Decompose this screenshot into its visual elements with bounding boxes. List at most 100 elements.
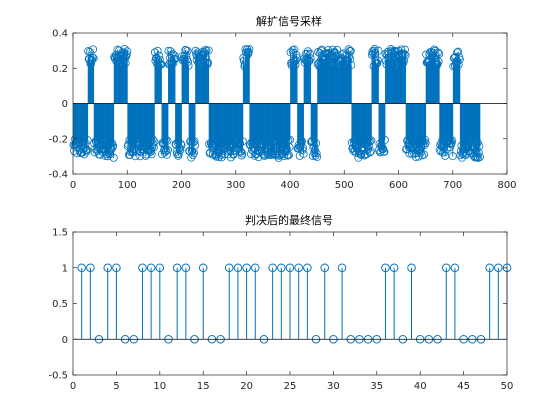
top-sample-marker <box>372 59 381 68</box>
top-y-tick-label: 0.4 <box>52 29 68 40</box>
top-sample-marker <box>312 139 321 148</box>
top-sample-marker <box>373 59 382 68</box>
bottom-stem-marker <box>389 263 399 273</box>
top-sample-marker <box>434 48 443 57</box>
top-sample-marker <box>448 136 457 145</box>
bottom-x-tick-label: 10 <box>153 381 166 392</box>
top-sample-marker <box>421 138 430 147</box>
top-sample-marker <box>184 57 193 66</box>
top-sample-marker <box>191 141 200 150</box>
top-sample-marker <box>292 51 301 60</box>
bottom-stem-marker <box>233 263 243 273</box>
top-sample-marker <box>155 51 164 60</box>
top-sample-marker <box>367 136 376 145</box>
top-subplot: 解扩信号采样 0 100 200 300 400 500 600 700 800 -0.4 -0.2… <box>48 14 516 191</box>
top-sample-marker <box>174 150 183 159</box>
top-sample-marker <box>153 46 162 55</box>
top-sample-marker <box>299 143 308 152</box>
top-sample-marker <box>182 51 191 60</box>
top-y-tick-label: 0 <box>62 99 68 110</box>
top-sample-marker <box>374 46 383 55</box>
bottom-stem-marker <box>268 263 277 273</box>
top-sample-marker <box>189 148 198 157</box>
bottom-y-tick-label: 1 <box>62 263 68 274</box>
top-sample-marker <box>285 135 294 144</box>
top-sample-marker <box>84 47 93 56</box>
top-sample-marker <box>86 59 95 68</box>
top-sample-marker <box>162 146 171 155</box>
top-x-tick-label: 600 <box>389 180 408 191</box>
top-sample-marker <box>475 142 484 151</box>
top-sample-marker <box>236 147 245 156</box>
top-sample-marker <box>313 152 322 161</box>
bottom-stem-marker <box>242 263 251 273</box>
top-sample-marker <box>163 136 172 145</box>
top-sample-marker <box>106 145 115 154</box>
top-sample-marker <box>284 150 293 159</box>
top-sample-marker <box>187 153 196 162</box>
top-sample-marker <box>380 147 389 156</box>
top-sample-marker <box>419 137 428 146</box>
top-sample-marker <box>89 54 98 63</box>
top-sample-marker <box>120 44 129 53</box>
top-sample-marker <box>370 44 379 53</box>
top-sample-marker <box>280 152 289 161</box>
bottom-stem-marker <box>494 263 503 273</box>
top-sample-marker <box>229 150 238 159</box>
top-x-tick-label: 100 <box>118 180 137 191</box>
top-sample-marker <box>453 48 462 57</box>
top-sample-marker <box>90 148 99 157</box>
top-sample-marker <box>149 140 158 149</box>
bottom-stem-marker <box>337 263 347 273</box>
top-sample-marker <box>290 45 299 54</box>
bottom-y-tick-label: 1.5 <box>52 228 68 239</box>
top-sample-marker <box>330 48 339 57</box>
bottom-stem-marker <box>277 263 286 273</box>
bottom-x-tick-label: 20 <box>240 381 253 392</box>
top-sample-marker <box>170 51 179 60</box>
top-x-tick-label: 0 <box>70 180 76 191</box>
top-sample-marker <box>401 51 410 60</box>
top-sample-marker <box>188 151 197 160</box>
bottom-y-tick-label: -0.5 <box>48 371 68 382</box>
bottom-y-tick-label: 0 <box>62 335 68 346</box>
top-sample-marker <box>433 61 442 70</box>
top-sample-marker <box>435 49 444 58</box>
top-sample-marker <box>373 56 382 65</box>
top-subplot-data <box>69 44 484 162</box>
top-sample-marker <box>419 150 428 159</box>
top-sample-marker <box>169 59 178 68</box>
bottom-stem-marker <box>294 263 303 273</box>
top-sample-marker <box>89 45 98 54</box>
top-sample-marker <box>175 143 184 152</box>
top-sample-marker <box>121 59 130 68</box>
top-sample-marker <box>272 151 281 160</box>
top-sample-marker <box>153 60 162 69</box>
top-sample-marker <box>162 150 171 159</box>
bottom-subplot-data <box>77 263 512 344</box>
top-sample-marker <box>238 149 247 158</box>
bottom-x-tick-label: 5 <box>113 381 119 392</box>
bottom-stem-marker <box>112 263 121 273</box>
top-y-tick-label: -0.2 <box>48 134 68 145</box>
bottom-stem-marker <box>86 263 95 273</box>
top-sample-marker <box>131 152 140 161</box>
top-x-tick-label: 400 <box>280 180 299 191</box>
top-sample-marker <box>109 153 118 162</box>
bottom-subplot-ticks: 0 5 10 15 20 25 30 35 40 45 50-0.500.511.5 <box>48 228 513 393</box>
top-sample-marker <box>399 56 408 65</box>
top-sample-marker <box>366 137 375 146</box>
bottom-subplot: 判决后的最终信号 0 5 10 15 20 25 30 35 40 45 50-0.500.511.… <box>48 213 513 392</box>
top-sample-marker <box>148 135 157 144</box>
top-sample-marker <box>346 55 355 64</box>
bottom-x-tick-label: 30 <box>327 381 340 392</box>
top-sample-marker <box>401 45 410 54</box>
top-sample-marker <box>83 145 92 154</box>
top-x-tick-label: 200 <box>172 180 191 191</box>
top-x-tick-label: 800 <box>497 180 516 191</box>
top-sample-marker <box>163 146 172 155</box>
top-sample-marker <box>380 135 389 144</box>
top-y-tick-label: -0.4 <box>48 170 68 181</box>
top-sample-marker <box>149 143 158 152</box>
